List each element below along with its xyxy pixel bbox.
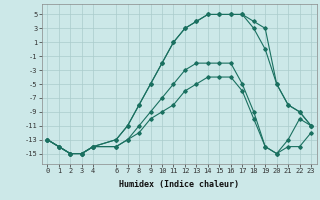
X-axis label: Humidex (Indice chaleur): Humidex (Indice chaleur) — [119, 180, 239, 189]
